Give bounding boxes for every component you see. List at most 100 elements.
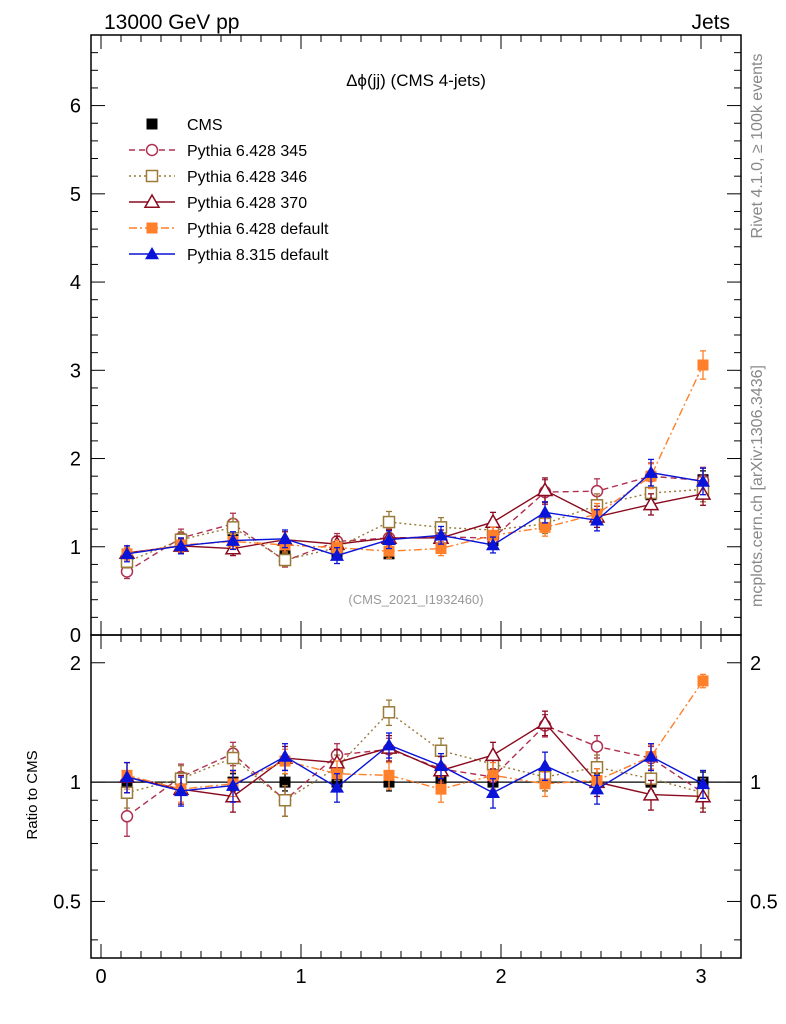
ratio-series-5	[120, 732, 710, 809]
ratio-y-tick-label-left: 0.5	[53, 891, 81, 913]
legend-entry-5: Pythia 8.315 default	[129, 247, 329, 264]
ratio-data-layer	[118, 673, 712, 837]
main-data-point	[697, 359, 709, 371]
ratio-y-tick-label-right: 2	[750, 653, 761, 675]
ratio-data-point	[590, 782, 604, 795]
legend-entry-2: Pythia 6.428 346	[129, 169, 307, 186]
ratio-data-point	[278, 793, 292, 807]
main-series-line-4	[126, 364, 704, 555]
ratio-axis-ticks: 0.5 0.5 1 1 2 2 0 1 2 3	[53, 635, 778, 988]
legend-label: Pythia 8.315 default	[187, 247, 329, 264]
ratio-data-point	[383, 769, 395, 781]
legend-marker	[146, 118, 158, 130]
main-series-line-1	[126, 475, 704, 573]
ratio-data-point	[226, 751, 240, 765]
ratio-data-point	[330, 780, 344, 793]
legend-marker	[143, 193, 161, 208]
ratio-series-3	[118, 710, 712, 813]
main-series-3	[118, 477, 712, 561]
ratio-data-point	[278, 749, 292, 762]
main-data-point	[644, 465, 658, 478]
ratio-y-tick-label-right: 1	[750, 772, 761, 794]
main-data-point	[435, 543, 447, 555]
main-data-point	[278, 553, 292, 567]
legend-entry-4: Pythia 6.428 default	[129, 221, 329, 238]
ratio-data-point	[120, 770, 134, 783]
ratio-series-line-3	[126, 722, 704, 798]
main-series-line-5	[126, 471, 704, 557]
rivet-version-label: Rivet 4.1.0, ≥ 100k events	[749, 54, 766, 239]
ratio-data-point	[279, 776, 291, 788]
legend-marker	[145, 247, 159, 260]
main-series-4	[121, 350, 709, 561]
main-data-point	[696, 474, 710, 487]
ratio-ylabel: Ratio to CMS	[24, 750, 41, 839]
ratio-data-point	[486, 785, 500, 799]
x-tick-label: 2	[495, 966, 506, 988]
legend-marker	[146, 222, 158, 234]
ratio-data-point	[174, 783, 188, 797]
ratio-data-point	[538, 758, 552, 771]
main-y-tick-label: 2	[70, 449, 81, 471]
main-data-point	[484, 513, 502, 529]
ratio-data-point	[484, 746, 502, 762]
legend-label: Pythia 6.428 345	[187, 143, 307, 160]
x-tick-label: 3	[695, 966, 706, 988]
main-data-layer	[118, 350, 712, 580]
main-series-0	[121, 470, 709, 563]
main-y-tick-label: 5	[70, 184, 81, 206]
ratio-y-tick-label-left: 2	[70, 653, 81, 675]
main-data-point	[487, 529, 499, 541]
ratio-data-point	[120, 810, 134, 823]
legend: CMS Pythia 6.428 345 Pythia 6.428 346 Pythi…	[129, 117, 329, 264]
main-data-point	[120, 546, 134, 560]
plot-title: Δϕ(jj) (CMS 4-jets)	[346, 71, 486, 90]
ratio-data-point	[435, 783, 447, 795]
ratio-y-tick-label-right: 0.5	[750, 891, 778, 913]
main-axis-ticks: 0 1 2 3 4 5 6	[70, 34, 742, 647]
legend-entry-0: CMS	[146, 117, 223, 134]
legend-label: CMS	[187, 117, 223, 134]
main-y-tick-label: 6	[70, 96, 81, 118]
main-y-tick-label: 0	[70, 625, 81, 647]
ratio-data-point	[642, 786, 660, 801]
ratio-data-point	[536, 714, 554, 729]
legend-entry-1: Pythia 6.428 345	[129, 143, 307, 160]
main-data-point	[434, 528, 448, 541]
main-data-point	[539, 521, 551, 533]
analysis-id-label: (CMS_2021_I1932460)	[348, 592, 483, 607]
main-y-tick-label: 1	[70, 537, 81, 559]
main-series-1	[120, 462, 710, 580]
process-label: Jets	[691, 11, 730, 34]
main-data-point	[486, 538, 500, 551]
ratio-series-4	[121, 673, 709, 803]
ratio-data-point	[697, 675, 709, 687]
ratio-data-point	[644, 749, 658, 762]
ratio-series-line-2	[126, 711, 704, 802]
energy-label: 13000 GeV pp	[104, 11, 239, 34]
main-data-point	[536, 481, 554, 497]
main-series-2	[120, 476, 710, 569]
x-tick-label: 1	[295, 966, 306, 988]
x-tick-label: 0	[95, 966, 106, 988]
main-data-point	[174, 538, 188, 552]
ratio-series-line-5	[126, 744, 704, 794]
ratio-series-line-4	[126, 680, 704, 790]
ratio-panel: 0.5 0.5 1 1 2 2 0 1 2 3 Ratio to CMS	[24, 634, 778, 988]
ratio-data-point	[487, 769, 499, 781]
ratio-data-point	[696, 776, 710, 790]
legend-marker	[145, 169, 159, 183]
ratio-data-point	[382, 738, 396, 751]
ratio-data-point	[539, 778, 551, 790]
main-data-point	[330, 548, 344, 561]
ratio-data-point	[382, 706, 396, 719]
main-series-line-2	[126, 488, 704, 563]
main-data-point	[226, 533, 240, 546]
legend-label: Pythia 6.428 370	[187, 195, 307, 212]
main-data-point	[538, 505, 552, 518]
legend-label: Pythia 6.428 346	[187, 169, 307, 186]
ratio-series-2	[120, 699, 710, 817]
ratio-y-tick-label-left: 1	[70, 772, 81, 794]
ratio-data-point	[226, 778, 240, 791]
main-panel: 0 1 2 3 4 5 6 Δϕ(jj) (CMS 4-jets) (CMS_2021_I1…	[70, 34, 742, 647]
